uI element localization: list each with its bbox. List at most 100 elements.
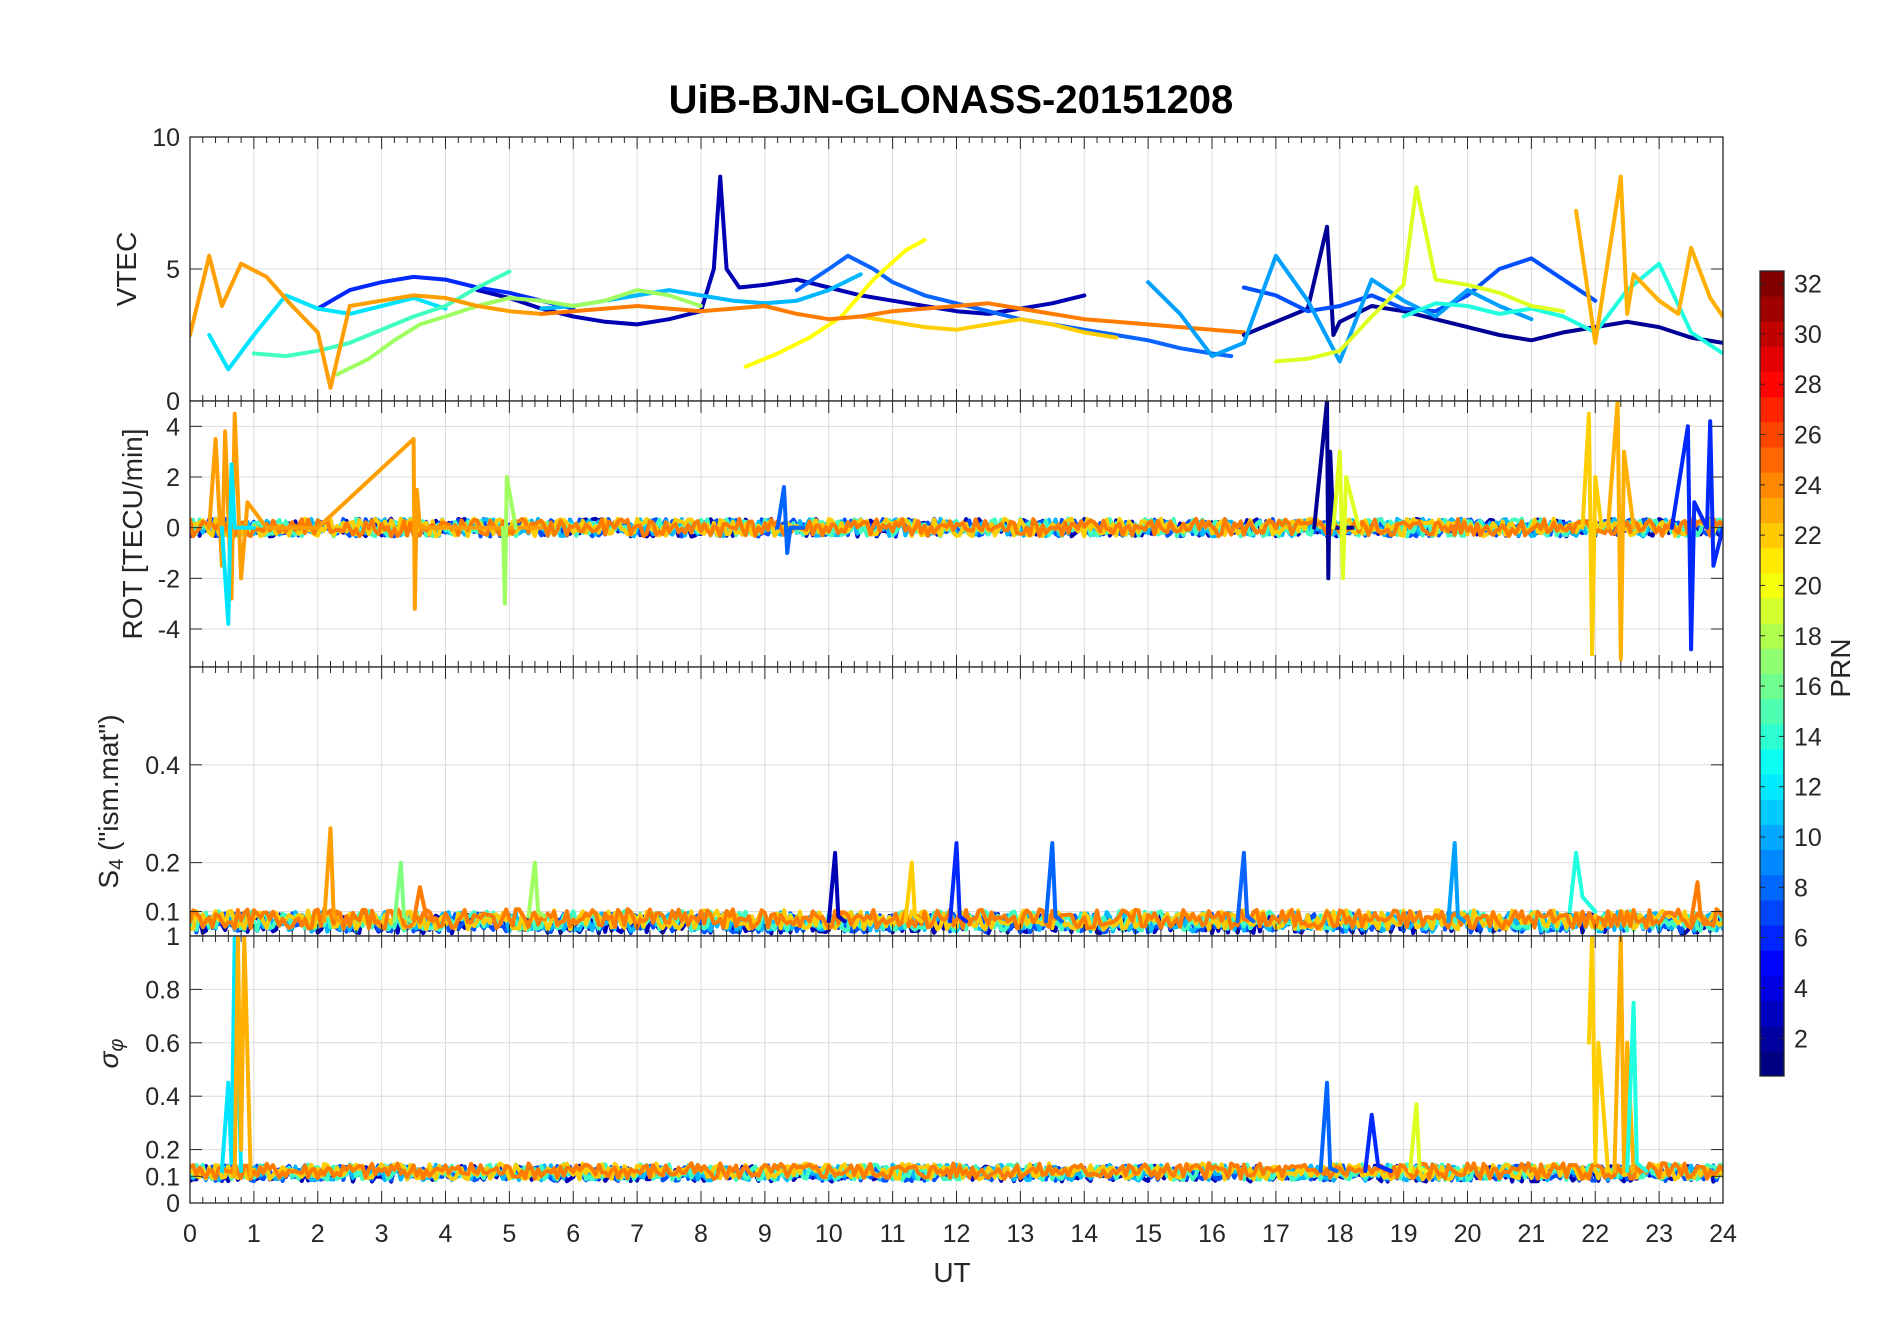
- x-tick-label: 0: [183, 1220, 197, 1248]
- panel-s4: 0.1 0.2 0.4 S4 ("ism.mat"): [93, 666, 1724, 937]
- x-tick-label: 4: [439, 1220, 453, 1248]
- y-tick-label: 0.8: [145, 976, 180, 1004]
- y-tick-label: -4: [158, 616, 180, 644]
- y-tick-label: 4: [166, 413, 180, 441]
- prn-trace: [1669, 419, 1723, 652]
- prn-trace: [190, 253, 544, 390]
- panel-vtec: 0 5 10 VTEC: [111, 124, 1724, 416]
- prn-trace: [948, 841, 969, 924]
- x-tick-label: 10: [815, 1220, 843, 1248]
- panel-rot: -4 -2 0 2 4 ROT [TECU/min]: [117, 400, 1724, 668]
- prn-trace: [1446, 841, 1467, 924]
- x-tick-label: 21: [1517, 1220, 1545, 1248]
- x-tick-label: 6: [566, 1220, 580, 1248]
- prn-trace: [322, 826, 343, 924]
- colorbar-swatch: [1760, 346, 1784, 373]
- y-tick-label: 0: [166, 388, 180, 416]
- traces: [190, 936, 1723, 1184]
- prn-trace: [207, 411, 544, 611]
- y-tick-label: 0: [166, 1190, 180, 1218]
- prn-trace: [1273, 185, 1566, 364]
- colorbar-tick-label: 14: [1794, 723, 1822, 751]
- x-tick-label: 1: [247, 1220, 261, 1248]
- y-tick-label: -2: [158, 565, 180, 593]
- colorbar-swatch: [1760, 648, 1784, 674]
- prn-trace: [392, 860, 413, 924]
- y-tick-label: 0: [166, 515, 180, 543]
- prn-trace: [858, 314, 1119, 340]
- x-tick-label: 5: [502, 1220, 516, 1248]
- background-trace: [190, 516, 1723, 539]
- colorbar-tick-label: 12: [1794, 774, 1822, 802]
- x-tick-label: 8: [694, 1220, 708, 1248]
- x-tick-label: 19: [1390, 1220, 1418, 1248]
- colorbar-swatch: [1760, 748, 1784, 775]
- y-axis-label: S4 ("ism.mat"): [93, 714, 128, 888]
- colorbar-swatch: [1760, 799, 1784, 825]
- colorbar-tick-label: 8: [1794, 874, 1808, 902]
- x-tick-label: 24: [1709, 1220, 1737, 1248]
- prn-trace: [219, 462, 256, 626]
- background-trace: [190, 1162, 1723, 1182]
- x-tick-label: 12: [943, 1220, 971, 1248]
- prn-trace: [232, 936, 253, 1179]
- colorbar-swatch: [1760, 296, 1784, 322]
- y-tick-label: 0.6: [145, 1030, 180, 1058]
- colorbar-frame: [1759, 270, 1785, 1077]
- prn-trace: [1625, 1000, 1649, 1173]
- x-tick-label: 16: [1198, 1220, 1226, 1248]
- background-trace: [190, 907, 1723, 931]
- prn-trace: [775, 485, 806, 555]
- prn-trace: [903, 860, 924, 924]
- y-axis-label: VTEC: [111, 232, 142, 307]
- x-tick-label: 15: [1134, 1220, 1162, 1248]
- prn-trace: [1043, 841, 1064, 924]
- x-axis-label: UT: [933, 1257, 970, 1288]
- prn-trace: [251, 269, 512, 359]
- colorbar-tick-label: 6: [1794, 925, 1808, 953]
- colorbar-swatch: [1760, 547, 1784, 574]
- prn-trace: [411, 885, 435, 924]
- prn-trace: [826, 850, 847, 924]
- prn-trace: [539, 301, 1246, 335]
- prn-trace: [1606, 401, 1636, 662]
- y-tick-label: 0.4: [145, 752, 180, 780]
- chart-title: UiB-BJN-GLONASS-20151208: [669, 78, 1234, 122]
- y-tick-label: 10: [152, 124, 180, 152]
- colorbar-tick-label: 18: [1794, 623, 1822, 651]
- colorbar-label: PRN: [1825, 638, 1856, 697]
- x-tick-label: 22: [1581, 1220, 1609, 1248]
- colorbar-swatch: [1760, 950, 1784, 976]
- colorbar-tick-label: 30: [1794, 321, 1822, 349]
- x-tick-label: 2: [311, 1220, 325, 1248]
- prn-trace: [1567, 850, 1598, 914]
- x-tick-label: 11: [880, 1220, 906, 1248]
- x-tick-label: 7: [630, 1220, 644, 1248]
- prn-trace: [1241, 224, 1723, 345]
- prn-trace: [207, 293, 448, 372]
- prn-trace: [1318, 1080, 1339, 1173]
- colorbar-swatch: [1760, 497, 1784, 524]
- prn-trace: [1235, 850, 1256, 924]
- panel-sigma-phi: 00.10.2 0.4 0.6 0.8 1 σφ: [93, 923, 1724, 1218]
- prn-trace: [1408, 1102, 1428, 1173]
- colorbar-tick-label: 24: [1794, 472, 1822, 500]
- prn-trace: [1146, 253, 1534, 364]
- colorbar-swatch: [1760, 1000, 1784, 1027]
- colorbar-swatch: [1760, 396, 1784, 423]
- y-axis-label: σφ: [93, 1039, 128, 1069]
- colorbar-swatch: [1760, 598, 1784, 624]
- colorbar-tick-label: 16: [1794, 673, 1822, 701]
- x-tick-label: 9: [758, 1220, 772, 1248]
- prn-trace: [1586, 936, 1610, 1173]
- prn-trace: [475, 174, 1087, 327]
- background-trace: [190, 1161, 1723, 1181]
- colorbar-tick-label: 26: [1794, 422, 1822, 450]
- colorbar-swatch: [1760, 698, 1784, 725]
- colorbar-swatch: [1760, 1050, 1784, 1077]
- y-tick-label: 1: [166, 923, 180, 951]
- y-tick-label: 0.1: [145, 899, 180, 927]
- x-tick-label: 17: [1262, 1220, 1290, 1248]
